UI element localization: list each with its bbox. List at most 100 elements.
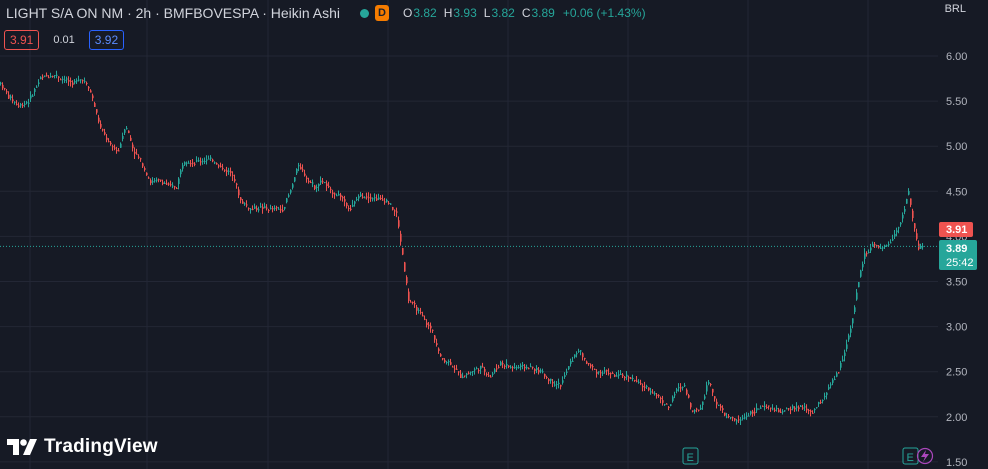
candle-body — [174, 186, 176, 188]
candle-body — [792, 406, 794, 409]
candle-body — [624, 376, 626, 379]
candle-body — [836, 373, 838, 377]
candle-body — [576, 353, 578, 355]
candle-body — [590, 364, 592, 367]
delayed-data-badge[interactable]: D — [375, 5, 390, 21]
candle-body — [190, 163, 192, 165]
candle-body — [660, 397, 662, 400]
candle-body — [268, 210, 270, 212]
candle-body — [588, 363, 590, 365]
candle-body — [674, 394, 676, 396]
candle-body — [320, 180, 322, 183]
price-axis-tick-label: 6.00 — [946, 51, 967, 63]
symbol-title[interactable]: LIGHT S/A ON NM · 2h · BMFBOVESPA · Heik… — [6, 5, 341, 21]
candle-body — [816, 407, 818, 409]
candle-body — [724, 412, 726, 416]
candle-body — [372, 198, 374, 200]
candle-body — [902, 214, 904, 219]
candle-body — [48, 77, 50, 79]
event-marker[interactable] — [916, 447, 934, 465]
bid-price-button[interactable]: 3.91 — [4, 30, 40, 50]
candle-body — [872, 244, 874, 246]
candle-body — [652, 392, 654, 394]
candle-body — [476, 368, 478, 370]
candle-body — [570, 361, 572, 364]
candle-body — [796, 406, 798, 408]
candle-body — [790, 409, 792, 411]
candle-body — [156, 179, 158, 181]
candle-body — [350, 208, 352, 211]
candle-body — [394, 210, 396, 212]
candle-body — [142, 163, 144, 167]
candle-body — [692, 410, 694, 412]
candle-body — [868, 251, 870, 254]
candle-body — [332, 192, 334, 195]
candle-body — [102, 129, 104, 131]
candle-body — [720, 405, 722, 408]
change-value: +0.06 (+1.43%) — [562, 6, 646, 20]
candle-body — [196, 160, 198, 162]
candle-body — [404, 262, 406, 272]
candle-body — [604, 370, 606, 372]
candle-body — [148, 177, 150, 179]
candle-body — [94, 103, 96, 107]
candle-body — [134, 151, 136, 154]
candle-body — [860, 270, 862, 277]
candle-body — [322, 181, 324, 183]
candle-body — [188, 162, 190, 164]
candle-body — [338, 194, 340, 196]
candle-body — [798, 407, 800, 410]
ask-price-button[interactable]: 3.92 — [88, 30, 125, 50]
price-axis-tick-label: 3.50 — [946, 277, 967, 289]
close-value: 3.89 — [531, 6, 555, 20]
candle-body — [648, 387, 650, 391]
spread-value: 0.01 — [53, 34, 75, 46]
candle-body — [602, 372, 604, 374]
tradingview-logo[interactable]: TradingView — [6, 436, 158, 458]
candle-body — [304, 173, 306, 176]
candle-body — [638, 381, 640, 383]
candle-body — [434, 335, 436, 340]
candle-body — [572, 360, 574, 362]
candle-body — [852, 318, 854, 324]
candle-body — [534, 368, 536, 371]
candle-body — [222, 167, 224, 169]
high-price-tag-label: 3.91 — [946, 224, 967, 236]
currency-label[interactable]: BRL — [944, 3, 966, 15]
candle-body — [698, 409, 700, 411]
price-axis-tick-label: 4.50 — [946, 186, 967, 198]
candle-body — [908, 191, 910, 195]
open-value: 3.82 — [413, 6, 437, 20]
lightning-icon — [921, 450, 929, 462]
candle-body — [436, 343, 438, 345]
candle-body — [132, 144, 134, 149]
candle-body — [24, 103, 26, 105]
candle-body — [690, 403, 692, 408]
candle-body — [84, 80, 86, 82]
candle-body — [418, 309, 420, 311]
high-label: H — [443, 6, 453, 20]
candle-body — [186, 162, 188, 164]
candle-body — [894, 233, 896, 237]
candle-body — [900, 222, 902, 225]
bar-countdown-label: 25:42 — [946, 257, 974, 269]
earnings-marker[interactable] — [682, 447, 699, 465]
candle-body — [840, 362, 842, 368]
candle-body — [598, 371, 600, 373]
candle-body — [474, 369, 476, 371]
candle-body — [612, 372, 614, 374]
candle-body — [890, 242, 892, 244]
candle-body — [218, 165, 220, 167]
close-label: C — [521, 6, 531, 20]
candle-body — [656, 394, 658, 396]
candle-body — [718, 404, 720, 406]
candle-body — [202, 160, 204, 162]
candle-body — [284, 207, 286, 209]
candle-body — [772, 408, 774, 410]
candle-body — [662, 400, 664, 403]
candle-body — [682, 386, 684, 388]
candle-body — [352, 204, 354, 207]
candle-body — [382, 199, 384, 201]
candle-body — [370, 197, 372, 199]
